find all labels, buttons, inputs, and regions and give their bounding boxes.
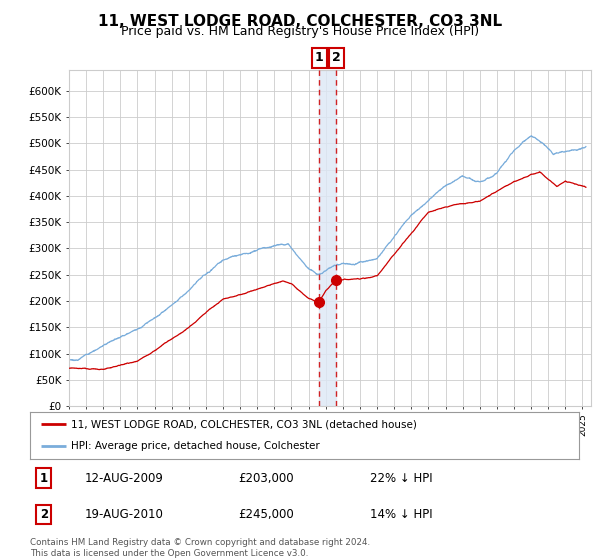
Text: 22% ↓ HPI: 22% ↓ HPI — [370, 472, 433, 484]
Text: £245,000: £245,000 — [239, 508, 295, 521]
Text: 2: 2 — [332, 52, 341, 64]
Bar — [319, 70, 337, 406]
Text: 11, WEST LODGE ROAD, COLCHESTER, CO3 3NL: 11, WEST LODGE ROAD, COLCHESTER, CO3 3NL — [98, 14, 502, 29]
Text: HPI: Average price, detached house, Colchester: HPI: Average price, detached house, Colc… — [71, 441, 320, 451]
Text: 11, WEST LODGE ROAD, COLCHESTER, CO3 3NL (detached house): 11, WEST LODGE ROAD, COLCHESTER, CO3 3NL… — [71, 419, 417, 430]
Text: £203,000: £203,000 — [239, 472, 294, 484]
Text: 14% ↓ HPI: 14% ↓ HPI — [370, 508, 433, 521]
Text: 2: 2 — [40, 508, 48, 521]
Text: 12-AUG-2009: 12-AUG-2009 — [85, 472, 164, 484]
Text: 19-AUG-2010: 19-AUG-2010 — [85, 508, 164, 521]
Text: Price paid vs. HM Land Registry's House Price Index (HPI): Price paid vs. HM Land Registry's House … — [121, 25, 479, 38]
Text: 1: 1 — [315, 52, 323, 64]
Text: 1: 1 — [40, 472, 48, 484]
Text: Contains HM Land Registry data © Crown copyright and database right 2024.
This d: Contains HM Land Registry data © Crown c… — [30, 538, 370, 558]
